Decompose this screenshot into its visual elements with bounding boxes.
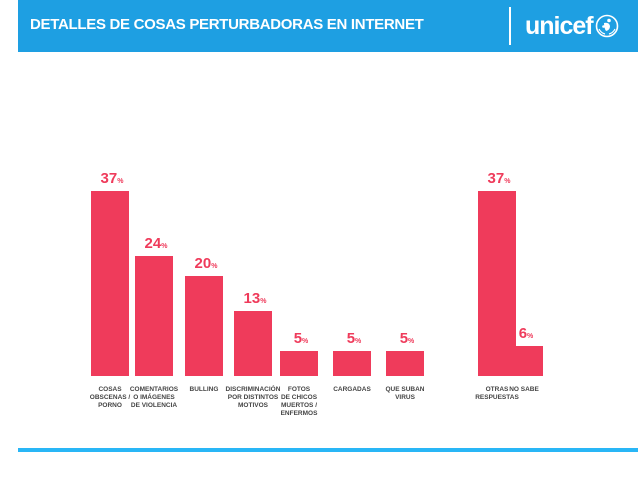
logo-text: unicef — [525, 11, 594, 40]
page-title: DETALLES DE COSAS PERTURBADORAS EN INTER… — [30, 16, 424, 33]
category-label-5: FOTOS DE CHICOS MUERTOS / ENFERMOS — [281, 386, 319, 417]
category-label-4: DISCRIMINACIÓN POR DISTINTOS MOTIVOS — [226, 384, 281, 409]
bar-4 — [234, 311, 272, 376]
value-label-2: 24% — [145, 235, 169, 252]
bar-5 — [280, 351, 318, 376]
category-label-9: NO SABE — [509, 386, 539, 393]
header-bar: DETALLES DE COSAS PERTURBADORAS EN INTER… — [18, 0, 638, 52]
category-label-1: COSAS OBSCENAS / PORNO — [90, 386, 131, 409]
category-label-2: COMENTARIOS O IMÁGENES DE VIOLENCIA — [130, 386, 179, 409]
bar-9 — [505, 346, 543, 376]
value-label-9: 6% — [519, 325, 534, 342]
bar-6 — [333, 351, 371, 376]
bar-3 — [185, 276, 223, 376]
value-label-8: 37% — [488, 170, 512, 187]
value-label-6: 5% — [347, 330, 362, 347]
unicef-logo: unicef — [525, 9, 619, 43]
value-label-4: 13% — [244, 290, 268, 307]
value-label-7: 5% — [400, 330, 415, 347]
bar-8 — [478, 191, 516, 376]
value-label-5: 5% — [294, 330, 309, 347]
category-label-8: OTRAS RESPUESTAS — [475, 386, 519, 401]
category-label-3: BULLING — [190, 386, 219, 393]
category-label-6: CARGADAS — [333, 386, 371, 393]
value-label-1: 37% — [101, 170, 125, 187]
category-label-7: QUE SUBAN VIRUS — [385, 386, 424, 401]
bottom-divider — [18, 448, 638, 452]
header-divider — [509, 7, 511, 45]
bar-1 — [91, 191, 129, 376]
value-label-3: 20% — [195, 255, 219, 272]
unicef-emblem-icon — [595, 14, 618, 38]
bar-2 — [135, 256, 173, 376]
bar-7 — [386, 351, 424, 376]
